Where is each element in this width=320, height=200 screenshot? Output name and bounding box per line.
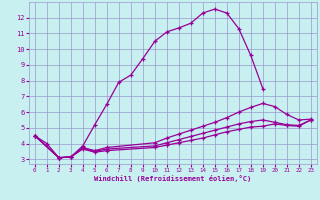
- X-axis label: Windchill (Refroidissement éolien,°C): Windchill (Refroidissement éolien,°C): [94, 175, 252, 182]
